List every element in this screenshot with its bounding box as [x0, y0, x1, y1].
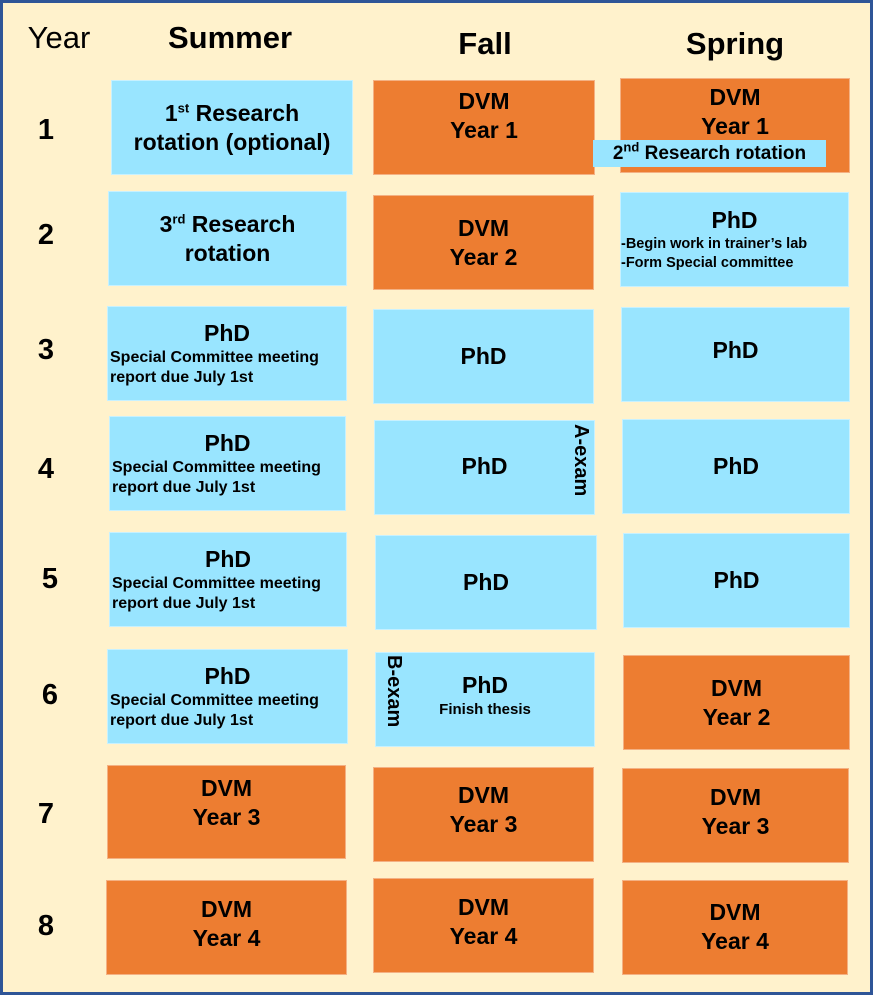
- cell-title: PhD: [461, 453, 508, 479]
- cell-title: DVM: [458, 88, 510, 114]
- cell-y1-summer: 1st Research rotation (optional): [111, 80, 353, 175]
- cell-title: PhD: [204, 663, 251, 689]
- cell-note: Special Committee meeting: [110, 692, 319, 709]
- cell-subtitle: Year 2: [702, 703, 771, 730]
- label-text: Research rotation: [639, 143, 807, 164]
- cell-note: Special Committee meeting: [112, 575, 321, 592]
- cell-y4-spring: PhD: [622, 419, 850, 514]
- cell-subtitle: Year 3: [192, 804, 261, 830]
- cell-note: -Form Special committee: [621, 255, 794, 271]
- b-exam-label: B-exam: [383, 655, 405, 728]
- ordinal-number: 2: [612, 143, 624, 164]
- cell-subtitle: Year 1: [450, 117, 518, 143]
- cell-title: PhD: [460, 343, 507, 369]
- cell-title: DVM: [709, 783, 762, 810]
- cell-subtitle: Year 3: [449, 810, 518, 837]
- a-exam-label: A-exam: [570, 424, 592, 497]
- cell-title: DVM: [457, 893, 510, 920]
- cell-y8-fall: DVM Year 4: [373, 878, 594, 973]
- ordinal-number: 1: [164, 99, 178, 126]
- ordinal-number: 3: [159, 210, 173, 237]
- cell-y5-summer: PhD Special Committee meeting report due…: [109, 532, 347, 627]
- cell-y6-fall: PhD Finish thesis: [375, 652, 595, 747]
- cell-note: -Begin work in trainer’s lab: [621, 236, 808, 252]
- cell-title: DVM: [200, 775, 253, 801]
- cell-note: report due July 1st: [110, 369, 254, 386]
- cell-text: rotation (optional): [133, 128, 331, 155]
- ordinal-suffix: st: [177, 99, 190, 115]
- second-research-rotation-label: 2nd Research rotation: [593, 140, 826, 167]
- cell-y2-spring: PhD -Begin work in trainer’s lab -Form S…: [620, 192, 849, 287]
- cell-subtitle: Year 1: [701, 113, 769, 139]
- cell-y6-summer: PhD Special Committee meeting report due…: [107, 649, 348, 744]
- ordinal-suffix: nd: [623, 139, 640, 155]
- cell-y2-summer: 3rd Research rotation: [108, 191, 347, 286]
- header-summer: Summer: [167, 20, 293, 55]
- cell-y5-fall: PhD: [375, 535, 597, 630]
- cell-y7-spring: DVM Year 3: [622, 768, 849, 863]
- year-label-3: 3: [37, 334, 55, 366]
- cell-title: DVM: [709, 898, 761, 925]
- year-label-4: 4: [37, 453, 55, 485]
- cell-note: report due July 1st: [110, 712, 254, 729]
- cell-y3-spring: PhD: [621, 307, 850, 402]
- cell-title: PhD: [204, 430, 251, 456]
- cell-subtitle: Year 2: [449, 243, 518, 270]
- ordinal-suffix: rd: [172, 210, 186, 226]
- header-year: Year: [27, 20, 91, 55]
- year-label-5: 5: [41, 563, 59, 595]
- cell-title: PhD: [462, 671, 508, 698]
- cell-text: rotation: [184, 239, 271, 266]
- cell-text: Research: [189, 99, 300, 126]
- cell-y4-fall: PhD: [374, 420, 595, 515]
- cell-title: PhD: [463, 569, 509, 595]
- cell-title: PhD: [713, 567, 760, 593]
- year-label-8: 8: [37, 910, 55, 942]
- cell-subtitle: Year 4: [192, 924, 261, 951]
- cell-subtitle: Year 3: [701, 812, 770, 839]
- cell-title: PhD: [711, 207, 758, 233]
- cell-y6-spring: DVM Year 2: [623, 655, 850, 750]
- cell-title: PhD: [712, 337, 759, 363]
- year-label-2: 2: [37, 219, 55, 251]
- cell-y8-summer: DVM Year 4: [106, 880, 347, 975]
- cell-y7-fall: DVM Year 3: [373, 767, 594, 862]
- cell-subtitle: Finish thesis: [439, 700, 531, 718]
- cell-y4-summer: PhD Special Committee meeting report due…: [109, 416, 346, 511]
- cell-subtitle: Year 4: [449, 922, 518, 949]
- cell-note: Special Committee meeting: [110, 349, 319, 366]
- year-label-6: 6: [41, 679, 59, 711]
- cell-y1-fall: DVM Year 1: [373, 80, 595, 175]
- cell-y5-spring: PhD: [623, 533, 850, 628]
- cell-note: Special Committee meeting: [112, 459, 321, 476]
- cell-title: DVM: [200, 895, 253, 922]
- cell-y2-fall: DVM Year 2: [373, 195, 594, 290]
- cell-title: DVM: [457, 781, 510, 808]
- cell-title: PhD: [204, 320, 250, 346]
- header-fall: Fall: [458, 26, 512, 61]
- cell-title: PhD: [713, 453, 759, 479]
- cell-y3-fall: PhD: [373, 309, 594, 404]
- cell-y7-summer: DVM Year 3: [107, 765, 346, 859]
- cell-note: report due July 1st: [112, 595, 256, 612]
- cell-note: report due July 1st: [112, 479, 256, 496]
- cell-y3-summer: PhD Special Committee meeting report due…: [107, 306, 347, 401]
- header-spring: Spring: [685, 26, 785, 61]
- year-label-1: 1: [37, 114, 55, 146]
- cell-title: DVM: [457, 214, 510, 241]
- cell-text: Research: [185, 210, 296, 237]
- cell-title: DVM: [710, 674, 763, 701]
- cell-subtitle: Year 4: [701, 927, 769, 954]
- cell-title: DVM: [709, 84, 761, 110]
- cell-y8-spring: DVM Year 4: [622, 880, 848, 975]
- cell-title: PhD: [205, 546, 251, 572]
- year-label-7: 7: [37, 798, 55, 830]
